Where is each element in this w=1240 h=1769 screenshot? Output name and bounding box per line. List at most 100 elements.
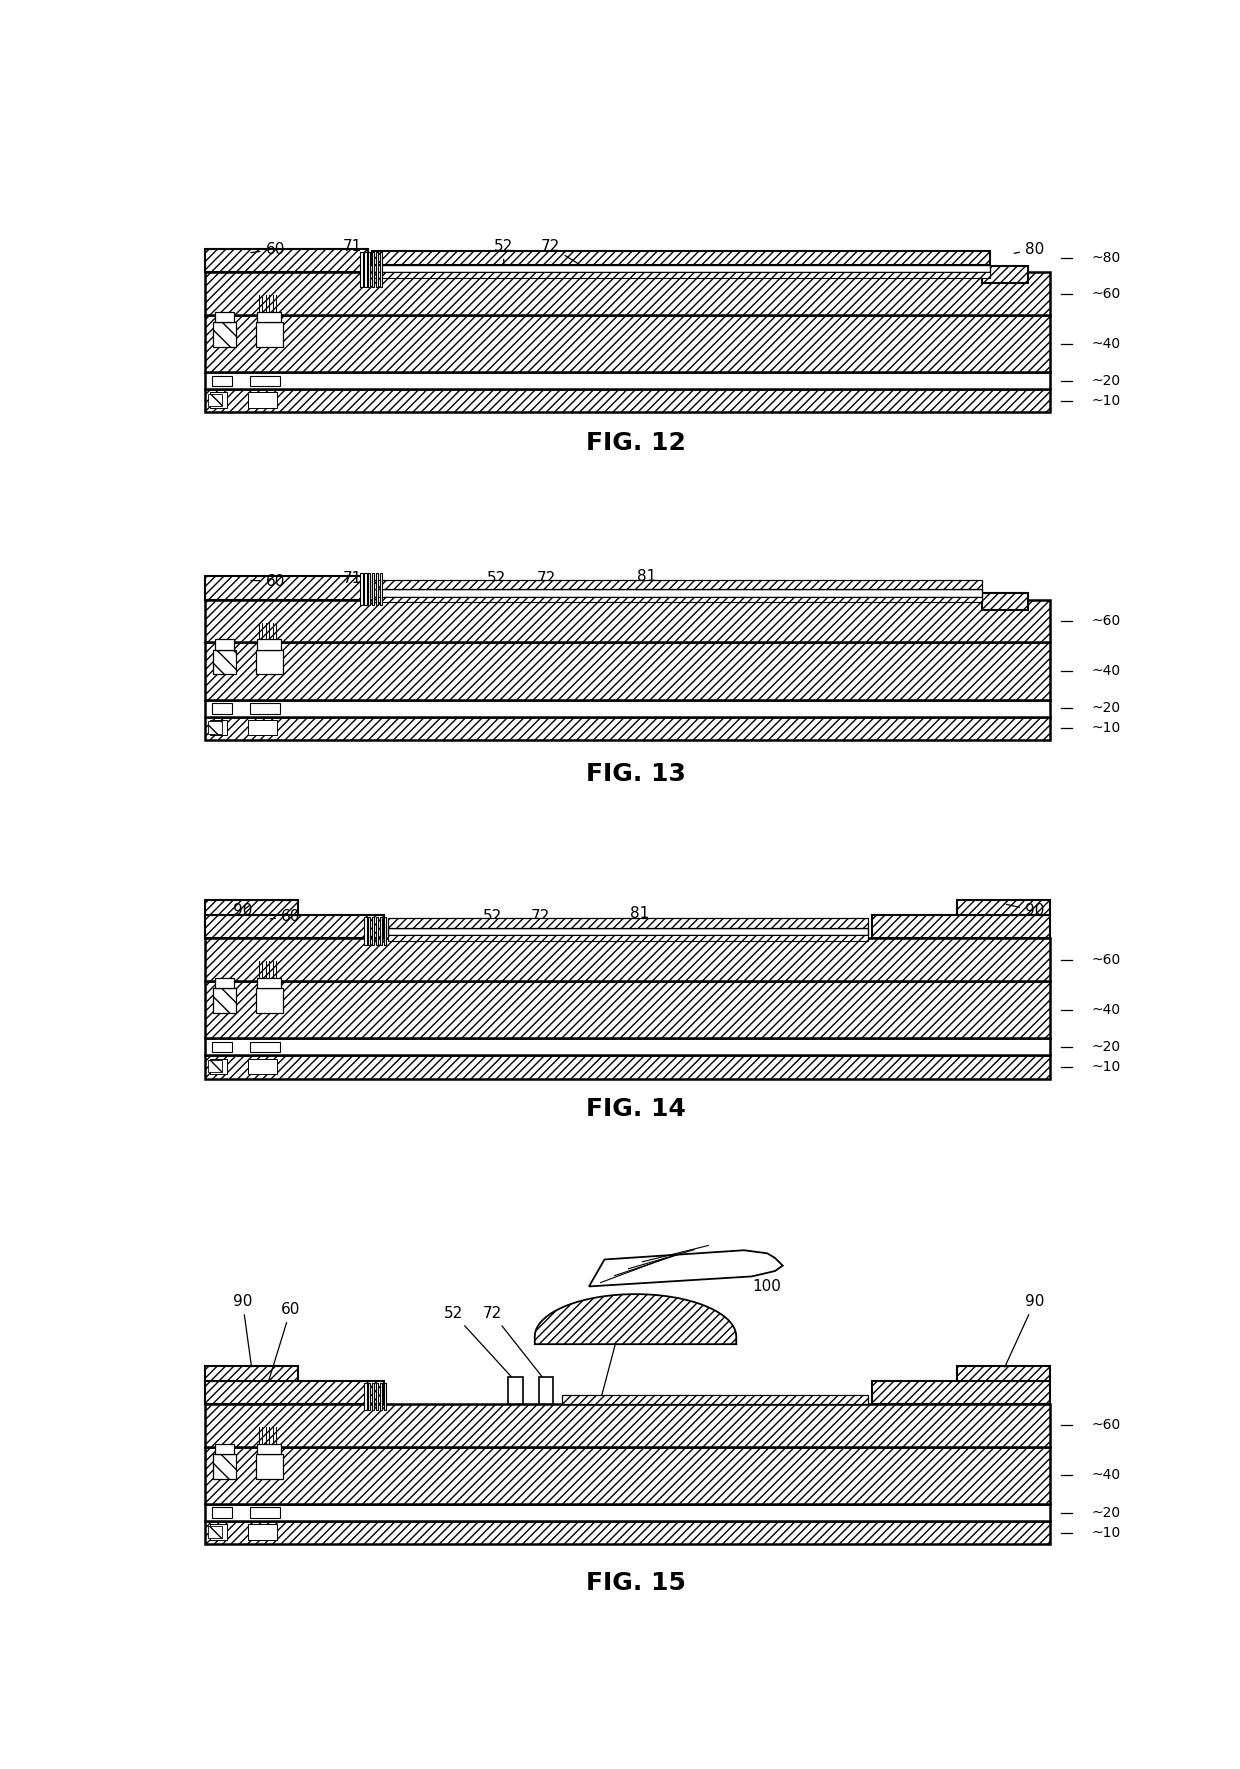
Bar <box>982 593 1028 610</box>
Bar <box>206 1521 1050 1544</box>
Bar <box>383 1383 386 1410</box>
Bar <box>372 580 982 589</box>
Bar <box>368 1383 371 1410</box>
Text: ~20: ~20 <box>1092 701 1121 715</box>
Bar <box>213 649 237 674</box>
Text: 52: 52 <box>494 239 513 265</box>
Bar <box>210 393 227 409</box>
Bar <box>372 265 990 272</box>
Bar <box>212 1507 232 1518</box>
Text: ~20: ~20 <box>1092 1040 1121 1054</box>
Bar <box>206 938 1050 980</box>
Bar <box>368 916 371 945</box>
Text: 71: 71 <box>343 239 368 253</box>
Text: FIG. 15: FIG. 15 <box>585 1571 686 1596</box>
Text: 60: 60 <box>250 242 285 257</box>
Text: 72: 72 <box>531 909 572 936</box>
Text: 80: 80 <box>1014 242 1044 257</box>
Bar <box>383 916 386 945</box>
Bar <box>206 272 1050 315</box>
Text: 81: 81 <box>637 570 663 584</box>
Text: 72: 72 <box>541 239 594 274</box>
Text: 72: 72 <box>537 571 587 596</box>
Bar <box>255 989 283 1014</box>
Bar <box>206 389 1050 412</box>
Bar <box>248 393 278 409</box>
Bar <box>248 1058 278 1074</box>
Text: ~60: ~60 <box>1092 614 1121 628</box>
Bar <box>206 1038 1050 1056</box>
Bar <box>216 639 234 649</box>
Bar <box>387 918 868 927</box>
Text: 52: 52 <box>486 571 506 593</box>
Bar <box>213 322 237 347</box>
Text: 60: 60 <box>270 909 300 925</box>
Text: ~60: ~60 <box>1092 952 1121 966</box>
Bar <box>248 1525 278 1539</box>
Bar <box>258 978 280 989</box>
Text: ~80: ~80 <box>1092 251 1121 265</box>
Text: 100: 100 <box>746 1265 781 1293</box>
Bar <box>258 639 280 649</box>
Bar <box>248 720 278 736</box>
Bar <box>368 253 371 287</box>
Text: FIG. 12: FIG. 12 <box>585 432 686 455</box>
Bar <box>372 596 982 601</box>
Bar <box>216 978 234 989</box>
Bar <box>212 1042 232 1053</box>
Text: ~10: ~10 <box>1092 1527 1121 1539</box>
Bar <box>376 916 378 945</box>
Bar <box>379 573 382 605</box>
Text: 81: 81 <box>601 1304 634 1398</box>
Bar <box>206 315 1050 373</box>
Bar <box>379 916 382 945</box>
Text: ~40: ~40 <box>1092 1003 1121 1017</box>
Bar <box>255 1454 283 1479</box>
Bar <box>372 573 374 605</box>
Text: 60: 60 <box>268 1302 300 1382</box>
Bar <box>872 1382 1050 1405</box>
Bar <box>216 1444 234 1454</box>
Bar <box>206 1382 383 1405</box>
Bar <box>982 265 1028 283</box>
Text: ~10: ~10 <box>1092 394 1121 409</box>
Bar <box>365 573 367 605</box>
Bar <box>206 642 1050 701</box>
Bar <box>372 1383 374 1410</box>
Text: 81: 81 <box>630 906 656 922</box>
Bar <box>208 1060 222 1072</box>
Bar <box>255 322 283 347</box>
Bar <box>213 989 237 1014</box>
Text: ~40: ~40 <box>1092 1468 1121 1482</box>
Text: ~60: ~60 <box>1092 287 1121 301</box>
Bar <box>387 936 868 941</box>
Bar <box>206 980 1050 1038</box>
Bar <box>258 311 280 322</box>
Bar <box>206 716 1050 739</box>
Bar <box>258 1444 280 1454</box>
Text: 72: 72 <box>482 1306 544 1380</box>
Bar <box>379 1383 382 1410</box>
Bar <box>208 394 222 407</box>
Bar <box>372 589 982 596</box>
Bar <box>208 722 222 734</box>
Bar <box>206 577 368 600</box>
Bar <box>376 253 378 287</box>
Bar <box>365 1383 367 1410</box>
Bar <box>538 1378 553 1405</box>
Text: 52: 52 <box>482 909 502 929</box>
Bar <box>372 916 374 945</box>
Bar <box>210 720 227 736</box>
Bar <box>376 573 378 605</box>
Bar <box>206 701 1050 716</box>
Text: 52: 52 <box>444 1306 513 1380</box>
Bar <box>250 702 280 713</box>
Bar <box>507 1378 523 1405</box>
Bar <box>206 373 1050 389</box>
Bar <box>255 649 283 674</box>
Text: 90: 90 <box>233 1295 252 1367</box>
Text: ~40: ~40 <box>1092 663 1121 678</box>
Bar <box>379 253 382 287</box>
Bar <box>212 375 232 386</box>
Bar <box>208 1527 222 1539</box>
